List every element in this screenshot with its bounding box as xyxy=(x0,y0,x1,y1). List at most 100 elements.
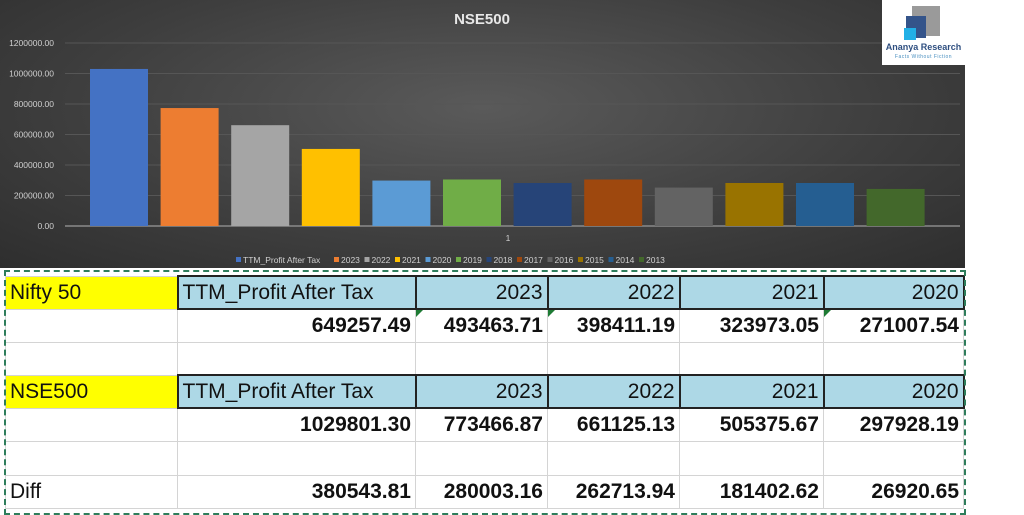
table-row: 649257.49 493463.71 398411.19 323973.05 2710… xyxy=(5,308,964,343)
data-table: Nifty 50 TTM_Profit After Tax 2023 2022 2021… xyxy=(5,275,965,509)
legend-swatch xyxy=(456,257,461,262)
value-cell[interactable]: 262713.94 xyxy=(547,474,680,509)
value-cell[interactable] xyxy=(679,341,824,376)
bar-2021 xyxy=(301,148,360,226)
logo-tagline: Facts Without Fiction xyxy=(894,54,953,60)
row-label[interactable] xyxy=(5,308,178,343)
value-cell[interactable] xyxy=(177,440,416,476)
value-cell[interactable]: 505375.67 xyxy=(679,407,824,442)
bar-2014 xyxy=(796,182,854,226)
value-cell[interactable] xyxy=(547,440,680,476)
chart-title: NSE500 xyxy=(454,11,510,28)
value-cell[interactable]: 649257.49 xyxy=(177,308,416,343)
legend-swatch xyxy=(425,257,431,262)
table-row: Diff 380543.81 280003.16 262713.94 181402.62… xyxy=(5,474,964,509)
header-cell[interactable]: TTM_Profit After Tax xyxy=(176,374,417,409)
legend-entry: 2015 xyxy=(585,255,604,265)
legend-entry: 2013 xyxy=(646,255,665,265)
value-cell[interactable]: 380543.81 xyxy=(177,474,416,509)
legend-swatch xyxy=(639,257,644,262)
bar-2019 xyxy=(443,179,501,226)
bar-chart: NSE500 0.00 200000.00 400000.00 600000.00 800… xyxy=(0,0,965,268)
row-label[interactable] xyxy=(5,440,178,476)
y-tick-label: 1200000.00 xyxy=(9,38,54,48)
value-cell[interactable]: 773466.87 xyxy=(415,407,548,442)
legend-entry: TTM_Profit After Tax xyxy=(243,255,321,265)
value-cell[interactable] xyxy=(679,440,824,476)
bar-2020 xyxy=(372,180,431,226)
y-tick-label: 1000000.00 xyxy=(9,69,54,79)
row-label[interactable] xyxy=(5,341,178,376)
header-cell[interactable]: 2023 xyxy=(414,275,549,310)
value-cell[interactable] xyxy=(823,341,964,376)
table-row: Nifty 50 TTM_Profit After Tax 2023 2022 2021… xyxy=(5,275,965,310)
legend-swatch xyxy=(334,257,339,262)
header-cell[interactable]: 2021 xyxy=(678,275,825,310)
row-label[interactable]: Diff xyxy=(5,474,178,509)
table-row xyxy=(5,341,964,376)
legend-entry: 2022 xyxy=(372,255,391,265)
x-tick-label: 1 xyxy=(506,233,511,243)
bar-2017 xyxy=(584,179,643,226)
legend-entry: 2016 xyxy=(555,255,574,265)
legend-entry: 2018 xyxy=(494,255,513,265)
legend-entry: 2023 xyxy=(341,255,360,265)
value-cell[interactable]: 280003.16 xyxy=(415,474,548,509)
y-tick-label: 600000.00 xyxy=(14,130,54,140)
bar-2022 xyxy=(231,125,290,226)
logo-squares-icon xyxy=(904,6,940,40)
y-tick-label: 800000.00 xyxy=(14,99,54,109)
legend-entry: 2017 xyxy=(524,255,543,265)
table-row: 1029801.30 773466.87 661125.13 505375.67 297… xyxy=(5,407,964,442)
value-cell[interactable] xyxy=(415,440,548,476)
legend-entry: 2020 xyxy=(433,255,452,265)
legend-swatch xyxy=(547,257,553,262)
value-cell[interactable]: 181402.62 xyxy=(679,474,824,509)
logo-name: Ananya Research xyxy=(885,42,962,52)
value-cell[interactable]: 323973.05 xyxy=(679,308,824,343)
value-cell[interactable]: 297928.19 xyxy=(823,407,964,442)
legend-entry: 2014 xyxy=(616,255,635,265)
chart-svg: NSE500 0.00 200000.00 400000.00 600000.00 800… xyxy=(9,11,960,265)
bar-2018 xyxy=(513,182,572,226)
table-row: NSE500 TTM_Profit After Tax 2023 2022 2021 20… xyxy=(5,374,965,409)
legend-swatch xyxy=(578,257,583,262)
value-cell[interactable]: 271007.54 xyxy=(823,308,964,343)
legend-swatch xyxy=(608,257,614,262)
bar-2015 xyxy=(725,182,784,226)
value-cell[interactable]: 26920.65 xyxy=(823,474,964,509)
value-cell[interactable] xyxy=(177,341,416,376)
header-cell[interactable]: TTM_Profit After Tax xyxy=(176,275,417,310)
header-cell[interactable]: 2022 xyxy=(546,275,681,310)
row-label[interactable]: NSE500 xyxy=(5,374,178,409)
legend-swatch xyxy=(364,257,370,262)
logo: Ananya Research Facts Without Fiction xyxy=(882,0,965,65)
header-cell[interactable]: 2020 xyxy=(822,275,965,310)
legend-entry: 2021 xyxy=(402,255,421,265)
legend-swatch xyxy=(517,257,522,262)
legend-entry: 2019 xyxy=(463,255,482,265)
legend-swatch xyxy=(395,257,400,262)
value-cell[interactable]: 1029801.30 xyxy=(177,407,416,442)
table-row xyxy=(5,440,964,476)
row-label[interactable] xyxy=(5,407,178,442)
bar-2013 xyxy=(866,188,925,226)
value-cell[interactable]: 661125.13 xyxy=(547,407,680,442)
y-tick-label: 200000.00 xyxy=(14,191,54,201)
y-tick-label: 0.00 xyxy=(37,221,54,231)
value-cell[interactable]: 493463.71 xyxy=(415,308,548,343)
header-cell[interactable]: 2020 xyxy=(822,374,965,409)
header-cell[interactable]: 2023 xyxy=(414,374,549,409)
value-cell[interactable]: 398411.19 xyxy=(547,308,680,343)
bar-2023 xyxy=(160,108,219,226)
bar-2016 xyxy=(654,187,713,226)
value-cell[interactable] xyxy=(547,341,680,376)
row-label[interactable]: Nifty 50 xyxy=(5,275,178,310)
value-cell[interactable] xyxy=(823,440,964,476)
value-cell[interactable] xyxy=(415,341,548,376)
header-cell[interactable]: 2021 xyxy=(678,374,825,409)
legend-swatch xyxy=(236,257,241,262)
legend-swatch xyxy=(486,257,492,262)
bar-ttm-profit-after-tax xyxy=(90,68,148,227)
header-cell[interactable]: 2022 xyxy=(546,374,681,409)
